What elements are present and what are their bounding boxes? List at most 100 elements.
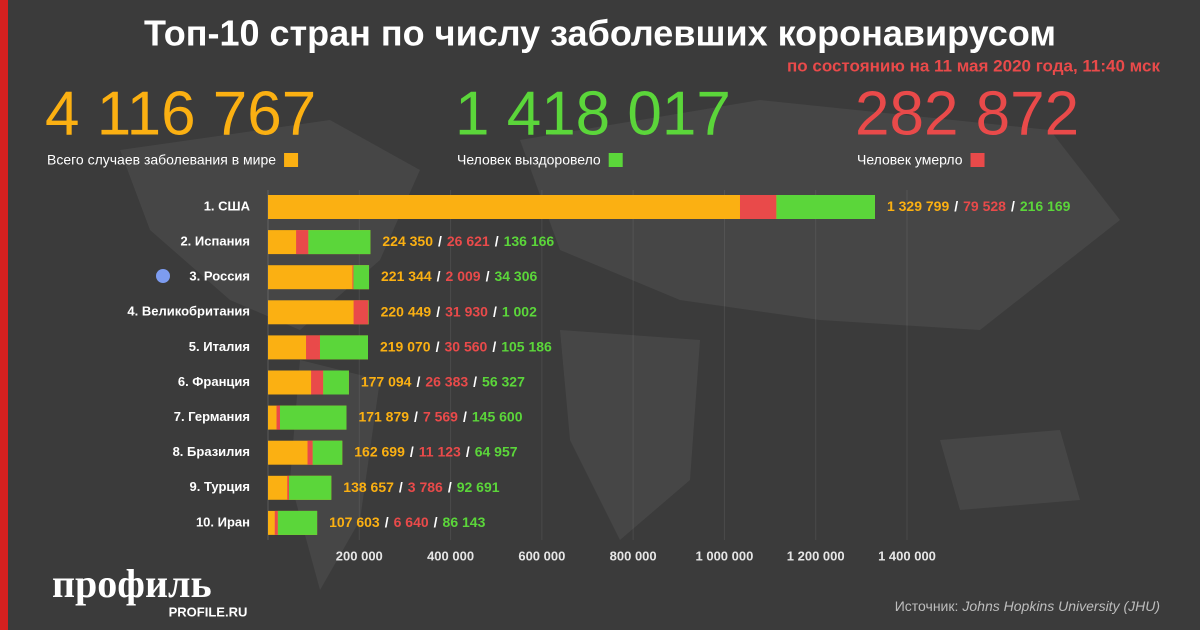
value-label-deaths: 79 528 <box>963 198 1006 214</box>
headline-total: 282 872 <box>855 79 1079 148</box>
bar-recovered <box>319 335 368 360</box>
bar-deaths <box>306 335 320 360</box>
value-label-cases: 219 070 <box>380 338 431 354</box>
value-labels: 138 657 / 3 786 / 92 691 <box>343 479 499 495</box>
bar-deaths <box>307 440 313 465</box>
separator: / <box>473 373 477 389</box>
x-tick-label: 800 000 <box>610 548 657 563</box>
category-label: 4. Великобритания <box>127 304 250 319</box>
value-labels: 219 070/30 560/105 186 <box>380 338 552 354</box>
separator: / <box>954 198 958 214</box>
separator: / <box>486 268 490 284</box>
flag-dot <box>156 269 170 283</box>
source-name: Johns Hopkins University (JHU) <box>961 598 1160 614</box>
bar-deaths <box>296 230 309 255</box>
bar-deaths <box>311 370 324 395</box>
value-label-cases: 220 449 <box>381 303 432 319</box>
category-label: 8. Бразилия <box>173 444 250 459</box>
category-label: 9. Турция <box>190 479 250 494</box>
separator: / <box>410 443 414 459</box>
bar-deaths <box>276 405 280 430</box>
value-label-deaths: 3 786 <box>408 479 443 495</box>
x-tick-label: 600 000 <box>518 548 565 563</box>
value-label-deaths: 26 383 <box>425 373 468 389</box>
value-labels: 171 879 / 7 569 / 145 600 <box>358 408 522 424</box>
value-label-recovered: 145 600 <box>472 408 523 424</box>
headline-caption: Всего случаев заболевания в мире <box>47 152 276 168</box>
value-label-cases: 221 344 <box>381 268 432 284</box>
value-label-recovered: 86 143 <box>443 514 486 530</box>
headline-caption: Человек умерло <box>857 152 963 168</box>
value-labels: 220 449/31 930/1 002 <box>381 303 537 319</box>
x-tick-label: 1 000 000 <box>696 548 754 563</box>
value-label-cases: 162 699 <box>354 443 405 459</box>
value-labels: 107 603 / 6 640 / 86 143 <box>329 514 485 530</box>
value-labels: 224 350 / 26 621 / 136 166 <box>382 233 554 249</box>
bar-cases <box>268 265 370 290</box>
value-label-deaths: 30 560 <box>444 338 487 354</box>
legend-swatch <box>608 153 623 167</box>
value-label-cases: 1 329 799 <box>887 198 949 214</box>
bar-deaths <box>287 475 289 500</box>
bar-recovered <box>288 475 332 500</box>
separator: / <box>448 479 452 495</box>
category-label: 7. Германия <box>174 409 250 424</box>
bar-recovered <box>277 510 318 535</box>
source-label: Источник: <box>895 598 959 614</box>
separator: / <box>436 338 440 354</box>
legend-swatch <box>284 153 299 167</box>
value-label-deaths: 7 569 <box>423 408 458 424</box>
value-label-recovered: 136 166 <box>504 233 555 249</box>
category-label: 1. США <box>204 198 251 213</box>
logo: профиль <box>52 561 212 606</box>
headline-total: 4 116 767 <box>45 79 316 148</box>
value-labels: 1 329 799 / 79 528 / 216 169 <box>887 198 1071 214</box>
value-label-cases: 171 879 <box>358 408 409 424</box>
subtitle: по состоянию на 11 мая 2020 года, 11:40 … <box>787 56 1160 75</box>
value-label-cases: 138 657 <box>343 479 394 495</box>
separator: / <box>437 268 441 284</box>
category-label: 6. Франция <box>178 374 250 389</box>
value-label-recovered: 64 957 <box>475 443 518 459</box>
logo-url: PROFILE.RU <box>169 604 248 619</box>
value-label-recovered: 1 002 <box>502 303 537 319</box>
headline-total: 1 418 017 <box>455 79 731 148</box>
value-label-recovered: 105 186 <box>501 338 552 354</box>
bar-deaths <box>274 510 278 535</box>
bar-deaths <box>352 265 354 290</box>
separator: / <box>492 338 496 354</box>
value-label-cases: 107 603 <box>329 514 380 530</box>
source: Источник: Johns Hopkins University (JHU) <box>895 598 1160 614</box>
separator: / <box>436 303 440 319</box>
headline-caption: Человек выздоровело <box>457 152 601 168</box>
bar-recovered <box>312 440 343 465</box>
value-label-cases: 224 350 <box>382 233 433 249</box>
separator: / <box>385 514 389 530</box>
separator: / <box>493 303 497 319</box>
x-tick-label: 200 000 <box>336 548 383 563</box>
category-label: 5. Италия <box>189 339 250 354</box>
separator: / <box>414 408 418 424</box>
category-label: 3. Россия <box>189 269 250 284</box>
x-tick-label: 1 200 000 <box>787 548 845 563</box>
separator: / <box>438 233 442 249</box>
accent-stripe <box>0 0 8 630</box>
bar-deaths <box>739 195 777 219</box>
value-label-deaths: 11 123 <box>419 443 461 459</box>
value-label-recovered: 92 691 <box>457 479 500 495</box>
value-label-cases: 177 094 <box>361 373 412 389</box>
value-label-deaths: 26 621 <box>447 233 490 249</box>
bar-recovered <box>323 370 349 395</box>
bar-recovered <box>308 230 371 255</box>
value-label-recovered: 216 169 <box>1020 198 1071 214</box>
x-tick-label: 1 400 000 <box>878 548 936 563</box>
separator: / <box>466 443 470 459</box>
category-label: 2. Испания <box>180 234 250 249</box>
bar-cases <box>268 300 369 325</box>
separator: / <box>495 233 499 249</box>
separator: / <box>416 373 420 389</box>
value-label-deaths: 31 930 <box>445 303 488 319</box>
value-label-recovered: 34 306 <box>494 268 537 284</box>
